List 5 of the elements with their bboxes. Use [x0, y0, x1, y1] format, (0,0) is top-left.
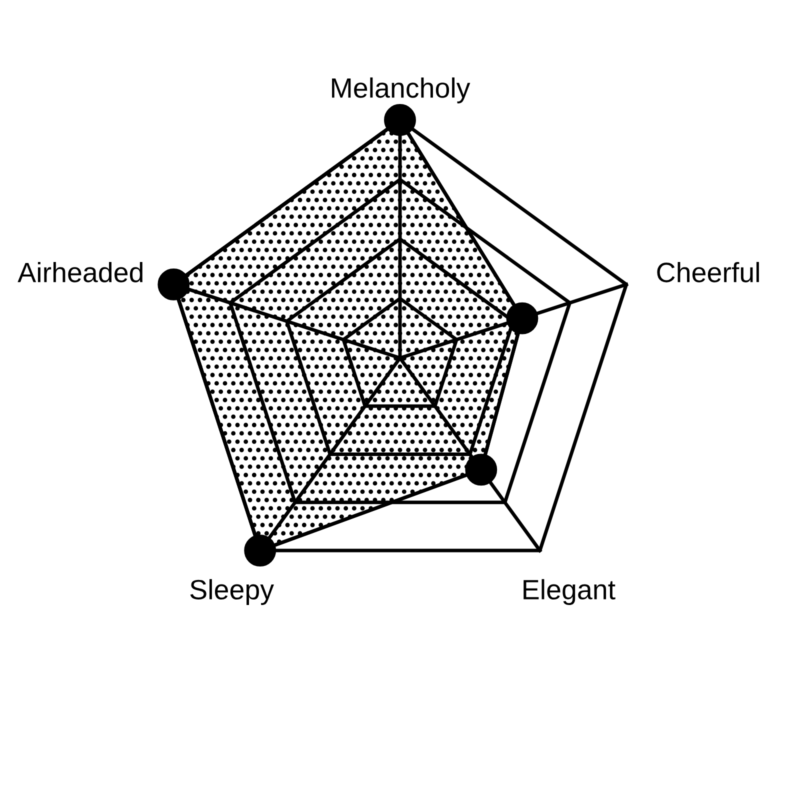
spoke-label: Cheerful — [657, 262, 759, 282]
spoke-label: Sleepy — [190, 579, 274, 605]
spoke-label: Elegant — [524, 579, 616, 605]
spoke-label: Airheaded — [18, 262, 142, 282]
spoke-label: Melancholy — [332, 77, 470, 104]
